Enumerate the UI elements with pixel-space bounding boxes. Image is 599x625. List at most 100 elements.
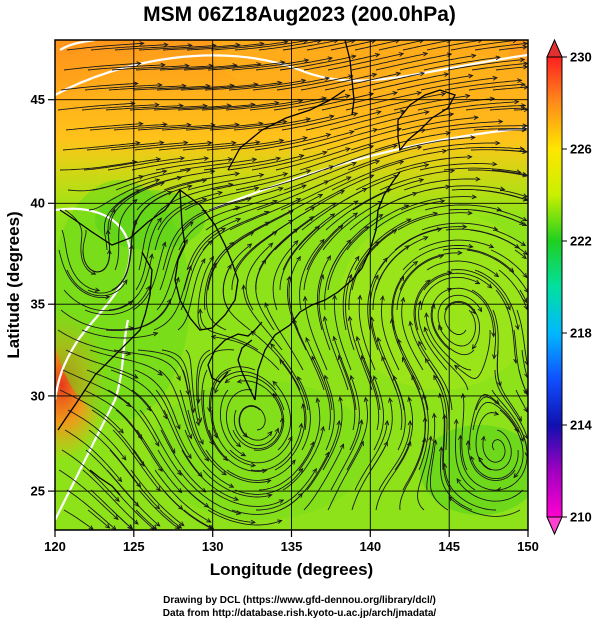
streamline (495, 289, 517, 363)
streamline-arrowhead (478, 40, 483, 43)
streamline-arrowhead (293, 240, 299, 246)
streamline-arrowhead (506, 305, 511, 311)
streamline (444, 79, 522, 91)
streamline-arrowhead (423, 236, 429, 241)
streamline-arrowhead (278, 138, 285, 144)
streamline-arrowhead (157, 82, 163, 88)
streamline-arrowhead (175, 276, 180, 283)
streamline (402, 244, 473, 271)
streamline-arrowhead (481, 435, 486, 441)
streamline (258, 216, 314, 271)
streamline (354, 420, 388, 491)
streamline (63, 509, 94, 530)
streamline-arrowhead (438, 446, 444, 452)
streamline-arrowhead (522, 297, 528, 304)
streamline (66, 269, 128, 297)
streamline (225, 374, 285, 411)
streamline (135, 509, 157, 530)
streamline (211, 336, 280, 371)
streamline-arrowhead (363, 225, 370, 231)
streamline-arrowhead (324, 451, 330, 457)
streamline (381, 356, 403, 431)
streamline-arrowhead (523, 407, 528, 413)
streamline (179, 389, 209, 462)
streamline (229, 198, 301, 231)
streamline (226, 210, 294, 251)
streamline-arrowhead (424, 357, 430, 364)
streamline (402, 40, 452, 51)
streamline-arrowhead (492, 161, 498, 167)
streamline (251, 151, 327, 171)
streamline (345, 274, 355, 351)
field-layer (55, 40, 528, 530)
streamline (207, 231, 254, 291)
streamline (272, 240, 299, 311)
streamline-arrowhead (122, 279, 128, 285)
streamline (349, 192, 417, 231)
streamline-arrowhead (328, 165, 335, 170)
streamline-arrowhead (378, 214, 384, 219)
streamline (222, 264, 251, 331)
streamline (136, 429, 182, 493)
streamline-arrowhead (442, 413, 447, 419)
streamline-arrowhead (201, 210, 208, 215)
streamline-arrowhead (475, 176, 481, 182)
streamline-arrowhead (277, 519, 283, 524)
streamline-arrowhead (347, 315, 353, 321)
streamline (87, 64, 165, 71)
streamline (205, 200, 278, 231)
streamline (378, 40, 424, 51)
streamline (426, 413, 436, 491)
streamline (134, 369, 181, 430)
streamline-arrowhead (376, 336, 382, 343)
streamline-arrowhead (311, 355, 316, 361)
streamline-arrowhead (519, 57, 526, 63)
streamline (61, 449, 120, 502)
streamline-arrowhead (130, 101, 136, 106)
streamline-arrowhead (128, 524, 134, 530)
streamline (283, 162, 357, 191)
streamline (270, 343, 309, 411)
streamline-arrowhead (253, 186, 260, 191)
streamline (495, 66, 528, 71)
streamline (515, 389, 528, 413)
x-tick-label: 140 (359, 539, 381, 554)
streamline-arrowhead (425, 279, 431, 285)
streamline (418, 301, 448, 371)
streamline-arrowhead (493, 272, 500, 278)
streamline (255, 259, 275, 331)
streamline-arrowhead (233, 496, 240, 501)
streamline (86, 142, 164, 151)
streamline (354, 218, 411, 271)
streamline-arrowhead (494, 399, 500, 405)
streamline (211, 173, 288, 191)
streamline-arrowhead (305, 169, 312, 174)
streamline-arrowhead (278, 186, 284, 192)
streamline (306, 420, 340, 491)
streamline-arrowhead (445, 184, 451, 190)
streamline (455, 419, 476, 491)
streamline (63, 289, 133, 312)
streamline (399, 437, 426, 511)
streamline-arrowhead (212, 262, 217, 268)
streamline (425, 121, 503, 131)
streamline-arrowhead (357, 294, 363, 300)
streamline (182, 141, 260, 151)
streamline-arrowhead (315, 397, 321, 403)
streamline (496, 349, 522, 422)
streamline (160, 429, 206, 493)
colorbar-label: 210 (570, 510, 592, 525)
streamline (210, 41, 288, 51)
streamline (468, 83, 525, 91)
streamline (134, 142, 212, 151)
streamline-arrowhead (179, 521, 185, 527)
streamline (465, 104, 526, 111)
streamline (305, 337, 333, 411)
streamline-arrowhead (249, 231, 255, 237)
streamline (158, 369, 192, 439)
streamline-arrowhead (392, 144, 398, 149)
streamline (276, 75, 353, 91)
streamline (327, 441, 364, 511)
streamline-arrowhead (206, 518, 212, 523)
streamline-arrowhead (135, 140, 141, 146)
